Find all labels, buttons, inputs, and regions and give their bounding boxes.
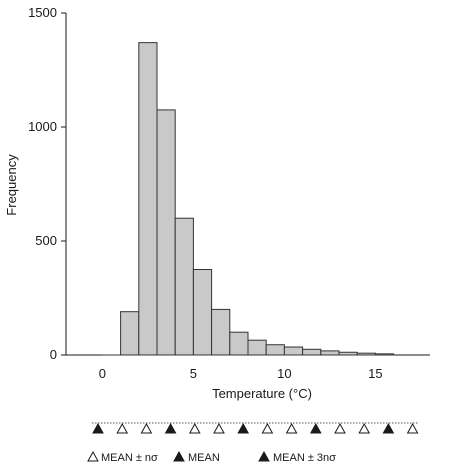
- filled-triangle-marker: [164, 422, 177, 434]
- x-tick-label: 5: [190, 366, 197, 381]
- histogram-bar: [338, 351, 358, 356]
- x-tick-label: 10: [277, 366, 291, 381]
- y-tick-label: 1000: [28, 119, 57, 134]
- open-triangle-marker: [261, 422, 274, 434]
- legend-label: MEAN ± 3nσ: [273, 452, 336, 464]
- histogram-bar: [356, 352, 376, 356]
- histogram-bar: [374, 353, 395, 356]
- filled-triangle-marker: [382, 422, 395, 434]
- histogram-bar: [229, 331, 249, 356]
- histogram-bar: [138, 42, 158, 356]
- y-tick-label: 500: [35, 233, 57, 248]
- filled-triangle-icon: [173, 450, 185, 462]
- legend: MEAN ± nσ MEAN MEAN ± 3nσ: [87, 450, 336, 464]
- open-triangle-marker: [116, 422, 129, 434]
- y-tick-label: 0: [50, 347, 57, 362]
- x-ticks: 0 5 10 15: [99, 366, 383, 381]
- histogram-bar: [174, 217, 194, 356]
- filled-triangle-icon: [258, 450, 270, 462]
- x-axis-label: Temperature (°C): [212, 386, 312, 401]
- histogram-bars: [102, 42, 395, 356]
- open-triangle-marker: [213, 422, 225, 434]
- histogram-bar: [211, 308, 231, 356]
- x-tick-label: 0: [99, 366, 106, 381]
- open-triangle-marker: [406, 422, 419, 434]
- histogram-bar: [156, 109, 176, 356]
- filled-triangle-marker: [237, 422, 250, 434]
- x-tick-label: 15: [368, 366, 382, 381]
- open-triangle-marker: [358, 422, 371, 434]
- histogram-bar: [247, 339, 267, 356]
- histogram-bar: [192, 269, 213, 356]
- legend-label: MEAN ± nσ: [101, 452, 158, 464]
- histogram-bar: [120, 311, 140, 356]
- axes: [65, 13, 430, 356]
- sigma-markers: [92, 422, 419, 434]
- open-triangle-marker: [140, 422, 153, 434]
- histogram-bar: [265, 344, 285, 356]
- open-triangle-marker: [334, 422, 346, 434]
- open-triangle-icon: [87, 450, 99, 462]
- histogram-bar: [283, 346, 304, 356]
- histogram-bar: [302, 348, 322, 356]
- filled-triangle-marker: [92, 422, 104, 434]
- y-ticks: 0 500 1000 1500: [28, 5, 66, 362]
- histogram-bar: [320, 350, 340, 356]
- open-triangle-marker: [285, 422, 298, 434]
- legend-label: MEAN: [188, 452, 220, 464]
- open-triangle-marker: [188, 422, 201, 434]
- y-axis-label: Frequency: [4, 154, 19, 216]
- legend-item-mean: MEAN: [173, 450, 220, 464]
- y-tick-label: 1500: [28, 5, 57, 20]
- legend-item-mean-3n-sigma: MEAN ± 3nσ: [258, 450, 336, 464]
- legend-item-mean-n-sigma: MEAN ± nσ: [87, 450, 158, 464]
- filled-triangle-marker: [309, 422, 322, 434]
